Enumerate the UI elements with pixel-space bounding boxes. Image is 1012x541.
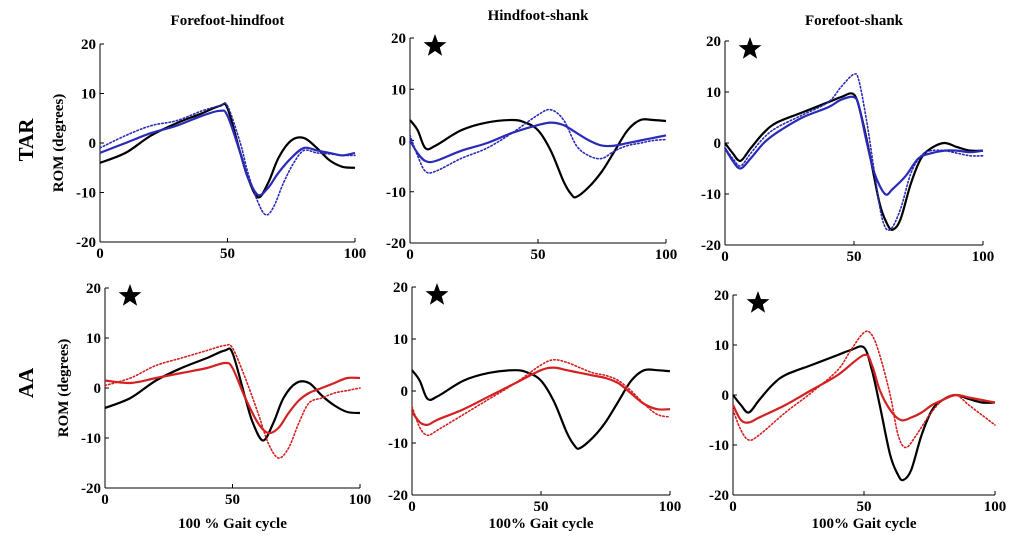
y-tick-label: 20 xyxy=(81,37,96,53)
y-tick-label: 10 xyxy=(86,331,101,347)
series-line xyxy=(724,95,984,196)
significance-star-icon xyxy=(746,291,770,313)
chart-panel: -20 -10 0 10 20 0 50 100 Forefoot-shank xyxy=(701,13,994,265)
y-tick-label: -10 xyxy=(76,186,96,202)
series-line xyxy=(732,330,996,449)
y-tick-label: 0 xyxy=(401,384,409,400)
y-tick-label: 10 xyxy=(391,82,406,98)
x-tick-label: 50 xyxy=(220,246,235,262)
y-tick-label: 20 xyxy=(393,280,408,296)
panel-title: Forefoot-hindfoot xyxy=(171,13,285,29)
y-tick-label: -10 xyxy=(388,436,408,452)
row-label-tar: TAR xyxy=(14,118,38,162)
chart-panel: -20 -10 0 10 20 0 50 100 Forefoot-hindfoot ROM (d… xyxy=(51,13,366,262)
series-line xyxy=(99,102,356,216)
x-tick-label: 100 xyxy=(349,492,372,508)
series-line xyxy=(409,108,667,174)
y-tick-label: 10 xyxy=(706,85,721,101)
x-tick-label: 0 xyxy=(729,499,737,515)
y-tick-label: 20 xyxy=(391,31,406,47)
x-tick-label: 50 xyxy=(857,499,872,515)
y-tick-label: 10 xyxy=(393,332,408,348)
y-tick-label: -20 xyxy=(709,488,729,504)
x-tick-label: 0 xyxy=(721,249,729,265)
x-tick-label: 0 xyxy=(408,499,416,515)
series-line xyxy=(411,358,671,437)
y-tick-label: 20 xyxy=(714,288,729,304)
x-tick-label: 0 xyxy=(406,247,414,263)
x-axis-label: 100% Gait cycle xyxy=(812,516,917,532)
y-tick-label: -20 xyxy=(701,238,721,254)
y-axis-label: ROM (degrees) xyxy=(56,339,72,437)
series-line xyxy=(104,347,361,442)
significance-star-icon xyxy=(423,34,447,56)
x-tick-label: 0 xyxy=(96,246,104,262)
x-tick-label: 50 xyxy=(847,249,862,265)
series-line xyxy=(411,366,671,426)
y-tick-label: 10 xyxy=(714,338,729,354)
significance-star-icon xyxy=(425,283,449,305)
x-tick-label: 50 xyxy=(534,499,549,515)
row-label-aa: AA xyxy=(14,367,38,398)
chart-panel: -20 -10 0 10 20 0 50 100 100% Gait cycle xyxy=(709,288,1006,532)
panel-title: Forefoot-shank xyxy=(805,13,904,29)
y-tick-label: 0 xyxy=(399,134,407,150)
x-tick-label: 50 xyxy=(531,247,546,263)
panel-title: Hindfoot-shank xyxy=(488,8,590,24)
y-tick-label: -20 xyxy=(388,488,408,504)
chart-panel: -20 -10 0 10 20 0 50 100 ROM (degrees) 100 % Gait… xyxy=(56,281,371,532)
y-tick-label: -10 xyxy=(701,187,721,203)
x-tick-label: 0 xyxy=(101,492,109,508)
significance-star-icon xyxy=(118,284,142,306)
y-tick-label: 0 xyxy=(94,381,102,397)
x-tick-label: 100 xyxy=(344,246,367,262)
x-tick-label: 100 xyxy=(659,499,682,515)
y-tick-label: 10 xyxy=(81,87,96,103)
series-line xyxy=(732,353,996,424)
y-tick-label: 0 xyxy=(89,136,97,152)
y-tick-label: -10 xyxy=(81,431,101,447)
series-line xyxy=(104,343,361,459)
x-tick-label: 100 xyxy=(984,499,1007,515)
y-tick-label: -10 xyxy=(709,438,729,454)
chart-panel: -20 -10 0 10 20 0 50 100 Hindfoot-shank xyxy=(386,8,677,263)
series-line xyxy=(411,368,671,450)
series-line xyxy=(724,73,984,231)
series-line xyxy=(724,92,984,231)
y-tick-label: 0 xyxy=(722,388,730,404)
y-tick-label: -10 xyxy=(386,185,406,201)
series-line xyxy=(409,118,667,199)
x-axis-label: 100% Gait cycle xyxy=(489,516,594,532)
y-axis-label: ROM (degrees) xyxy=(51,94,67,192)
x-tick-label: 100 xyxy=(972,249,995,265)
y-tick-label: 20 xyxy=(706,34,721,50)
series-line xyxy=(409,121,667,164)
y-tick-label: -20 xyxy=(81,481,101,497)
y-tick-label: -20 xyxy=(76,235,96,251)
x-axis-label: 100 % Gait cycle xyxy=(178,516,287,532)
y-tick-label: 0 xyxy=(714,136,722,152)
series-line xyxy=(732,345,996,482)
x-tick-label: 50 xyxy=(225,492,240,508)
x-tick-label: 100 xyxy=(655,247,678,263)
significance-star-icon xyxy=(738,37,762,59)
chart-panel: -20 -10 0 10 20 0 50 100 100% Gait cycle xyxy=(388,280,681,532)
y-tick-label: -20 xyxy=(386,236,406,252)
y-tick-label: 20 xyxy=(86,281,101,297)
